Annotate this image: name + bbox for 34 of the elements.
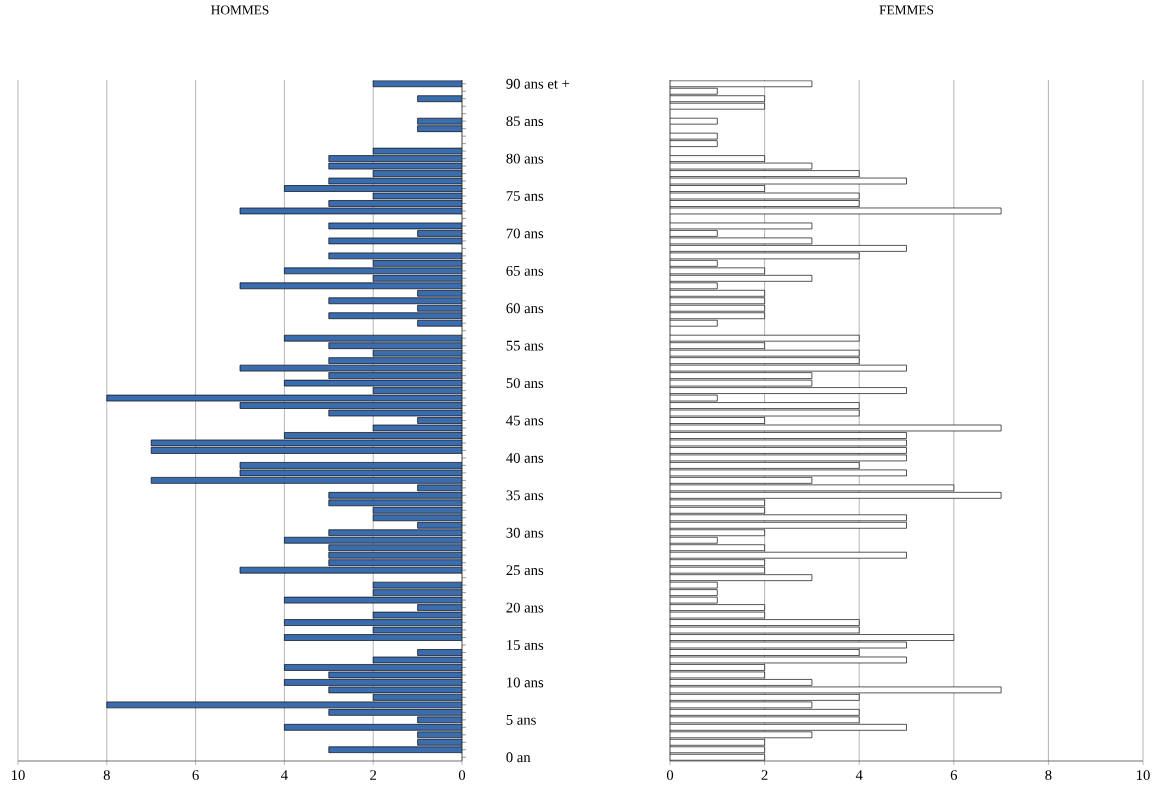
bar <box>670 117 718 125</box>
y-tick-label: 85 ans <box>506 116 544 127</box>
x-tick-label: 2 <box>370 770 377 780</box>
y-tick-label: 50 ans <box>506 378 544 389</box>
y-tick-label: 55 ans <box>506 340 544 351</box>
x-tick-label: 2 <box>761 770 768 780</box>
y-tick-label: 0 an <box>506 752 531 763</box>
chart-title: HOMMES <box>211 5 269 15</box>
x-tick-label: 4 <box>855 770 863 780</box>
x-tick-label: 8 <box>1045 770 1052 781</box>
x-tick-label: 0 <box>666 770 674 781</box>
y-tick-label: 70 ans <box>506 228 544 239</box>
y-tick-label: 10 ans <box>507 677 544 688</box>
x-tick-label: 10 <box>11 770 25 781</box>
y-tick-label: 15 ans <box>507 640 544 650</box>
y-tick-label: 40 ans <box>506 452 544 463</box>
y-tick-label: 35 ans <box>506 490 544 501</box>
y-tick-label: 80 ans <box>506 153 544 164</box>
y-tick-label: 75 ans <box>506 191 544 201</box>
y-tick-label: 25 ans <box>506 565 544 576</box>
y-tick-label: 20 ans <box>506 602 544 613</box>
chart-title: FEMMES <box>879 5 934 15</box>
y-tick-label: 60 ans <box>506 303 544 314</box>
x-tick-label: 4 <box>281 770 288 780</box>
y-tick-label: 90 ans et + <box>506 78 570 89</box>
x-tick-label: 6 <box>950 770 958 781</box>
x-tick-label: 6 <box>192 770 199 781</box>
x-tick-label: 10 <box>1136 770 1150 781</box>
y-tick-label: 65 ans <box>506 265 544 276</box>
x-tick-label: 8 <box>103 770 110 781</box>
y-tick-label: 30 ans <box>506 527 544 538</box>
y-tick-label: 5 ans <box>506 714 536 725</box>
x-tick-label: 0 <box>458 770 466 781</box>
y-tick-label: 45 ans <box>506 415 544 426</box>
